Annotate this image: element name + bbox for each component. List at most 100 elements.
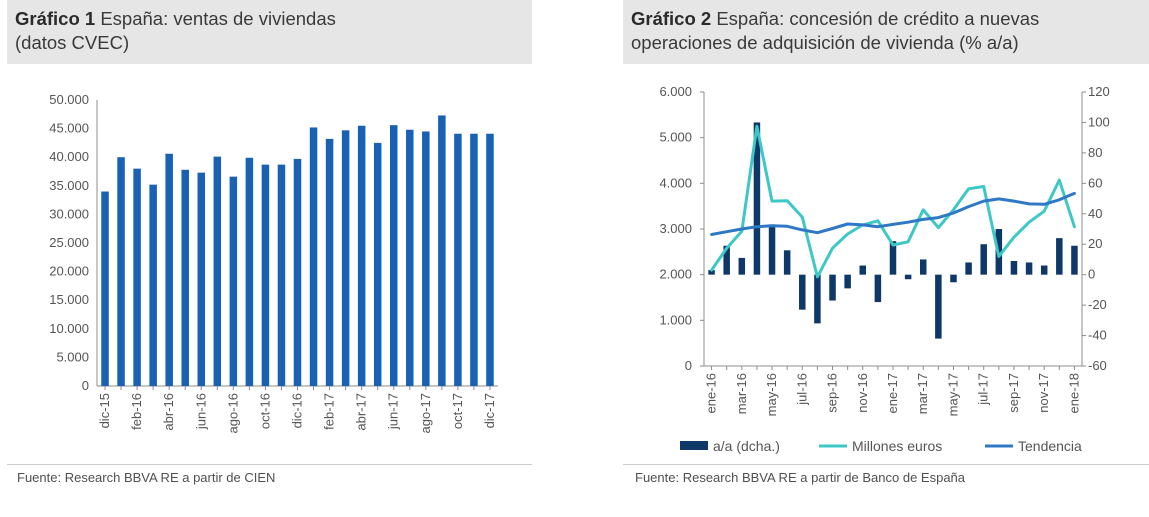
chart-2-divider <box>623 464 1149 465</box>
bar-abr-17 <box>357 125 366 387</box>
bar-jun-16 <box>197 172 206 386</box>
x-tick-label: nov-16 <box>855 373 870 413</box>
bar-aa-nov-17 <box>1040 265 1048 275</box>
bar-nov-17 <box>470 133 478 386</box>
chart-2-title-line2: operaciones de adquisición de vivienda (… <box>631 32 1019 53</box>
bar-aa-oct-16 <box>844 274 851 289</box>
chart-2-title: Gráfico 2 España: concesión de crédito a… <box>623 0 1149 64</box>
bar-aa-ago-16 <box>814 274 821 324</box>
bar-aa-mar-16 <box>738 257 746 275</box>
right-y-tick-label: -60 <box>1088 358 1107 373</box>
bar-may-17 <box>373 142 382 386</box>
x-tick-label: mar-17 <box>915 373 930 414</box>
right-y-tick-label: 100 <box>1088 114 1110 129</box>
bar-jul-16 <box>213 156 222 386</box>
bar-aa-jul-17 <box>980 244 987 275</box>
bar-nov-16 <box>277 164 286 386</box>
x-tick-label: ene-17 <box>885 373 900 413</box>
chart-1-divider <box>7 464 532 465</box>
legend-label: Tendencia <box>1018 438 1082 454</box>
x-tick-label: feb-17 <box>322 393 337 430</box>
x-tick-label: feb-16 <box>129 393 144 430</box>
bar-sep-16 <box>245 157 254 386</box>
x-tick-label: dic-16 <box>290 393 305 428</box>
y-tick-label: 25.000 <box>49 235 89 250</box>
bar-aa-may-17 <box>950 274 957 283</box>
x-tick-label: dic-17 <box>482 393 497 428</box>
x-tick-label: sep-16 <box>825 373 840 413</box>
bar-aa-sep-17 <box>1010 260 1018 275</box>
chart-1-title-line2: (datos CVEC) <box>15 32 130 53</box>
bar-aa-jun-16 <box>783 250 791 275</box>
bar-jun-17 <box>389 125 398 386</box>
bar-jul-17 <box>406 129 414 386</box>
bar-abr-16 <box>165 153 173 386</box>
x-tick-label: jun-16 <box>193 393 208 430</box>
x-tick-label: oct-16 <box>257 393 272 429</box>
bar-feb-17 <box>325 138 334 386</box>
x-tick-label: nov-17 <box>1036 373 1051 413</box>
bar-oct-16 <box>261 164 270 386</box>
x-tick-label: ago-17 <box>418 393 433 433</box>
bar-aa-dic-16 <box>874 274 882 303</box>
chart-panel-2: Gráfico 2 España: concesión de crédito a… <box>623 0 1149 517</box>
x-tick-label: may-17 <box>945 373 960 416</box>
bar-aa-ene-18 <box>1071 245 1078 275</box>
bar-aa-feb-16 <box>723 245 730 275</box>
left-y-tick-label: 6.000 <box>659 84 692 99</box>
y-tick-label: 40.000 <box>49 149 89 164</box>
x-tick-label: mar-16 <box>734 373 749 414</box>
y-tick-label: 20.000 <box>49 264 89 279</box>
bar-aa-jun-17 <box>965 262 972 275</box>
chart-1-title-text: España: ventas de viviendas <box>95 8 336 29</box>
bar-ago-16 <box>229 176 238 386</box>
left-y-tick-label: 1.000 <box>659 312 692 327</box>
chart-1-source: Fuente: Research BBVA RE a partir de CIE… <box>17 470 276 485</box>
chart-2-plot: 0 1.000 2.000 3.000 4.000 5.000 6.000 -60 -40 -20… <box>659 84 1110 454</box>
x-tick-label: may-16 <box>764 373 779 416</box>
bar-mar-16 <box>149 184 157 386</box>
bar-aa-ene-16 <box>708 270 715 275</box>
bar-aa-abr-16 <box>753 122 761 275</box>
bar-ene-17 <box>309 127 318 387</box>
legend-label: a/a (dcha.) <box>713 438 780 454</box>
x-tick-label: oct-17 <box>450 393 465 429</box>
bar-mar-17 <box>341 130 350 386</box>
right-y-tick-label: 20 <box>1088 236 1102 251</box>
line-tendencia <box>710 191 1076 236</box>
chart-1-title-bold: Gráfico 1 <box>15 8 96 29</box>
right-y-tick-label: 40 <box>1088 206 1102 221</box>
right-y-tick-label: 80 <box>1088 145 1102 160</box>
bar-aa-oct-17 <box>1025 262 1033 275</box>
x-tick-label: jul-17 <box>976 373 991 406</box>
chart-1-title: Gráfico 1 España: ventas de viviendas (d… <box>7 0 532 64</box>
left-y-tick-label: 5.000 <box>659 130 692 145</box>
bar-aa-sep-16 <box>829 274 836 301</box>
line-millones-euros <box>710 124 1076 279</box>
x-tick-label: jun-17 <box>386 393 401 430</box>
legend-swatch-0 <box>680 441 708 450</box>
bar-aa-ene-17 <box>889 241 897 275</box>
y-tick-label: 50.000 <box>49 92 89 107</box>
bar-oct-17 <box>454 133 462 386</box>
right-y-tick-label: -40 <box>1088 328 1107 343</box>
x-tick-label: dic-15 <box>97 393 112 428</box>
bar-dic-15 <box>101 191 109 386</box>
x-tick-label: ene-18 <box>1066 373 1081 413</box>
bar-dic-16 <box>293 158 302 386</box>
bar-aa-jul-16 <box>799 274 806 310</box>
bar-aa-abr-17 <box>935 274 942 339</box>
bar-ago-17 <box>422 131 430 386</box>
left-y-tick-label: 2.000 <box>659 267 692 282</box>
right-y-tick-label: 120 <box>1088 84 1110 99</box>
right-y-tick-label: 60 <box>1088 175 1102 190</box>
legend-label: Millones euros <box>852 438 942 454</box>
x-tick-label: abr-17 <box>354 393 369 431</box>
y-tick-label: 5.000 <box>56 349 89 364</box>
y-tick-label: 35.000 <box>49 178 89 193</box>
bar-may-16 <box>181 169 189 386</box>
y-tick-label: 30.000 <box>49 206 89 221</box>
chart-2-title-text: España: concesión de crédito a nuevas <box>711 8 1040 29</box>
y-tick-label: 10.000 <box>49 321 89 336</box>
left-y-tick-label: 3.000 <box>659 221 692 236</box>
